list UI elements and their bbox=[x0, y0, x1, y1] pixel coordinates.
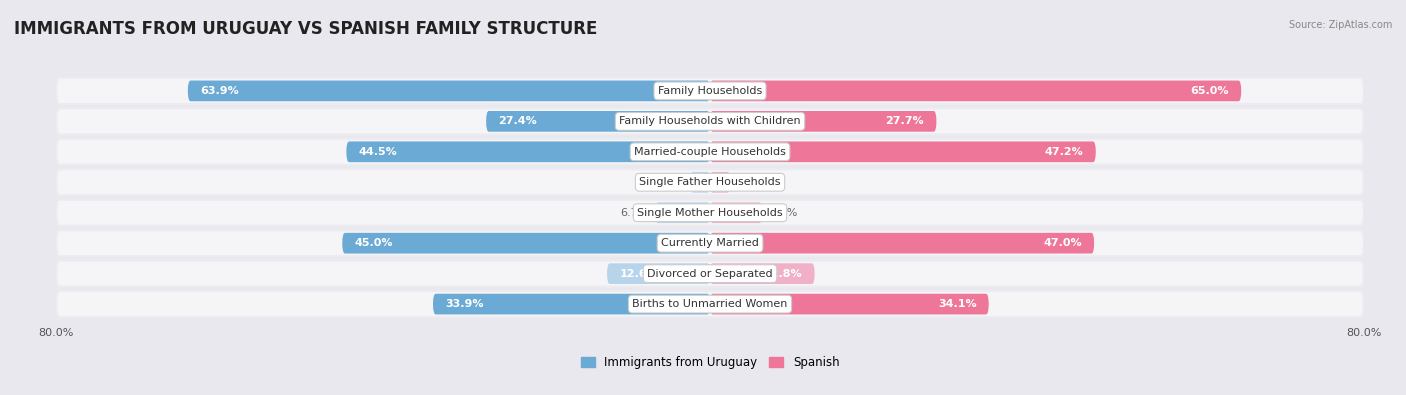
FancyBboxPatch shape bbox=[433, 294, 710, 314]
Text: Single Mother Households: Single Mother Households bbox=[637, 208, 783, 218]
FancyBboxPatch shape bbox=[56, 78, 1364, 104]
FancyBboxPatch shape bbox=[710, 202, 762, 223]
Text: 12.8%: 12.8% bbox=[763, 269, 803, 278]
Legend: Immigrants from Uruguay, Spanish: Immigrants from Uruguay, Spanish bbox=[576, 351, 844, 374]
Text: Source: ZipAtlas.com: Source: ZipAtlas.com bbox=[1288, 20, 1392, 30]
FancyBboxPatch shape bbox=[655, 202, 710, 223]
FancyBboxPatch shape bbox=[56, 169, 1364, 196]
Text: Divorced or Separated: Divorced or Separated bbox=[647, 269, 773, 278]
Text: Currently Married: Currently Married bbox=[661, 238, 759, 248]
Text: 2.4%: 2.4% bbox=[655, 177, 683, 187]
Text: 2.5%: 2.5% bbox=[737, 177, 765, 187]
FancyBboxPatch shape bbox=[710, 172, 731, 193]
Text: 47.0%: 47.0% bbox=[1043, 238, 1081, 248]
Text: Family Households with Children: Family Households with Children bbox=[619, 117, 801, 126]
Text: 47.2%: 47.2% bbox=[1045, 147, 1084, 157]
FancyBboxPatch shape bbox=[607, 263, 710, 284]
Text: 27.4%: 27.4% bbox=[498, 117, 537, 126]
FancyBboxPatch shape bbox=[56, 230, 1364, 256]
Text: 33.9%: 33.9% bbox=[446, 299, 484, 309]
Text: 45.0%: 45.0% bbox=[354, 238, 394, 248]
FancyBboxPatch shape bbox=[710, 294, 988, 314]
FancyBboxPatch shape bbox=[56, 199, 1364, 226]
Text: 34.1%: 34.1% bbox=[938, 299, 976, 309]
FancyBboxPatch shape bbox=[342, 233, 710, 254]
FancyBboxPatch shape bbox=[710, 81, 1241, 101]
FancyBboxPatch shape bbox=[188, 81, 710, 101]
Text: Married-couple Households: Married-couple Households bbox=[634, 147, 786, 157]
FancyBboxPatch shape bbox=[690, 172, 710, 193]
Text: 12.6%: 12.6% bbox=[619, 269, 658, 278]
FancyBboxPatch shape bbox=[710, 233, 1094, 254]
Text: 63.9%: 63.9% bbox=[200, 86, 239, 96]
FancyBboxPatch shape bbox=[56, 139, 1364, 165]
FancyBboxPatch shape bbox=[346, 141, 710, 162]
Text: Family Households: Family Households bbox=[658, 86, 762, 96]
FancyBboxPatch shape bbox=[710, 263, 814, 284]
FancyBboxPatch shape bbox=[56, 261, 1364, 287]
Text: 44.5%: 44.5% bbox=[359, 147, 398, 157]
Text: IMMIGRANTS FROM URUGUAY VS SPANISH FAMILY STRUCTURE: IMMIGRANTS FROM URUGUAY VS SPANISH FAMIL… bbox=[14, 20, 598, 38]
FancyBboxPatch shape bbox=[486, 111, 710, 132]
Text: 6.7%: 6.7% bbox=[620, 208, 648, 218]
Text: 65.0%: 65.0% bbox=[1191, 86, 1229, 96]
FancyBboxPatch shape bbox=[56, 291, 1364, 317]
Text: 27.7%: 27.7% bbox=[886, 117, 924, 126]
Text: 6.4%: 6.4% bbox=[769, 208, 797, 218]
FancyBboxPatch shape bbox=[710, 141, 1095, 162]
FancyBboxPatch shape bbox=[710, 111, 936, 132]
FancyBboxPatch shape bbox=[56, 108, 1364, 134]
Text: Single Father Households: Single Father Households bbox=[640, 177, 780, 187]
Text: Births to Unmarried Women: Births to Unmarried Women bbox=[633, 299, 787, 309]
